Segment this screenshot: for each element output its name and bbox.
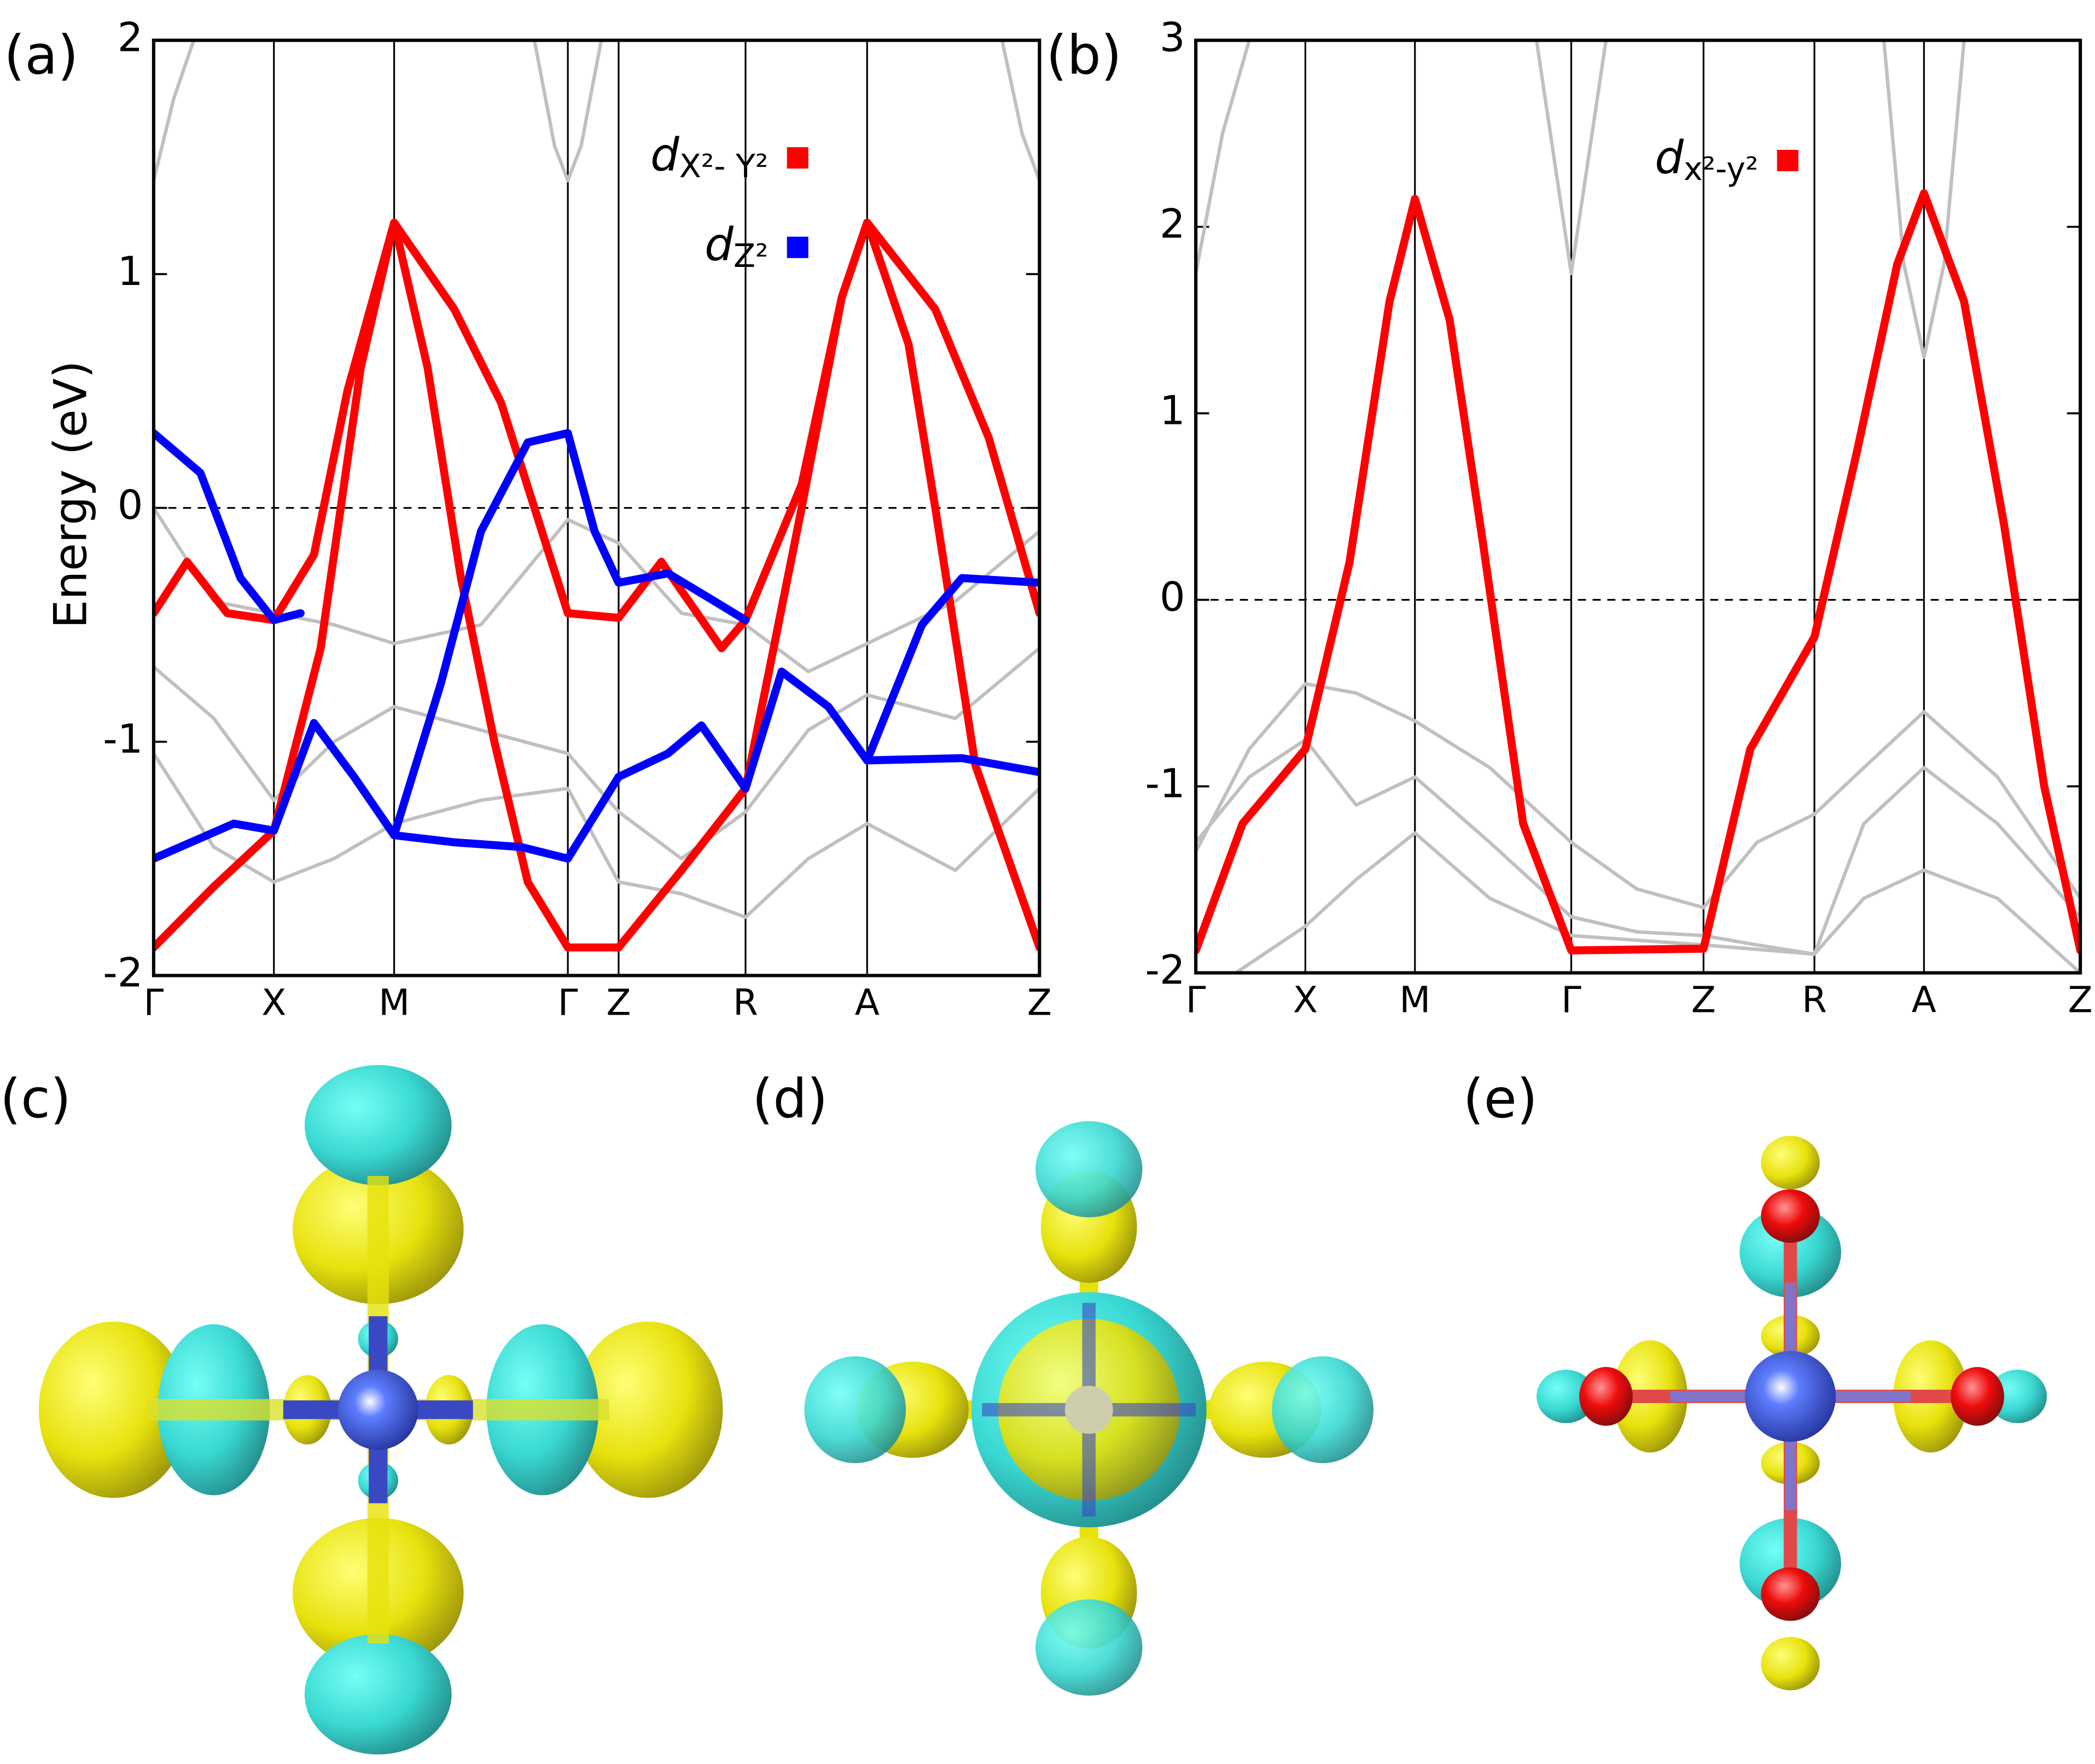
legend-swatch — [787, 147, 808, 169]
orbital-d — [804, 1121, 1374, 1696]
band-line — [1000, 40, 1040, 183]
x-tick-label: A — [855, 981, 880, 1023]
y-tick-label: 0 — [1160, 574, 1185, 621]
x-tick-label: A — [1912, 979, 1936, 1021]
x-tick-label: Γ — [1561, 979, 1581, 1021]
x-tick-label: Γ — [144, 981, 164, 1023]
y-tick-label: -1 — [103, 716, 143, 762]
series-group — [153, 40, 1040, 952]
x-tick-label: Z — [1027, 981, 1052, 1023]
y-tick-label: 0 — [118, 482, 143, 529]
y-tick-label: 1 — [118, 248, 143, 295]
x-tick-label: Γ — [558, 981, 578, 1023]
x-tick-label: Γ — [1186, 979, 1206, 1021]
y-axis-label: Energy (eV) — [44, 360, 97, 628]
band-line — [532, 40, 603, 183]
panel-label: (c) — [0, 1068, 71, 1130]
band-line — [153, 429, 305, 625]
x-tick-label: Z — [606, 981, 631, 1023]
orbital-c — [38, 1065, 723, 1755]
y-tick-label: 1 — [1160, 388, 1185, 434]
panel-label: (b) — [1046, 25, 1122, 87]
band-line — [741, 667, 1040, 793]
x-tick-label: X — [1293, 979, 1318, 1021]
series-group — [1196, 40, 2081, 973]
plot-frame — [1194, 38, 2082, 975]
panel-label: (a) — [4, 25, 78, 87]
y-tick-label: -1 — [1145, 761, 1185, 807]
y-tick-label: 3 — [1160, 15, 1185, 61]
x-tick-label: R — [733, 981, 758, 1023]
band-line — [1196, 738, 2081, 956]
x-tick-label: M — [379, 981, 410, 1023]
x-tick-label: R — [1802, 979, 1827, 1021]
orbital-e — [1536, 1136, 2047, 1691]
band-line — [1196, 40, 1252, 276]
legend-swatch — [1777, 149, 1799, 172]
band-line — [1534, 40, 1608, 276]
band-line — [1196, 682, 2081, 910]
band-line — [153, 752, 1040, 919]
y-tick-label: -2 — [103, 950, 143, 996]
band-line — [1234, 831, 2081, 973]
x-tick-label: Z — [2068, 979, 2093, 1021]
y-tick-label: 2 — [118, 15, 143, 61]
legend-label: dx²-y² — [1655, 131, 1758, 188]
legend-swatch — [787, 236, 808, 258]
panel-label: (e) — [1463, 1068, 1538, 1130]
band-line — [1196, 189, 2081, 954]
panel-label: (d) — [752, 1068, 828, 1130]
band-line — [390, 429, 750, 840]
x-tick-label: Z — [1691, 979, 1716, 1021]
band-line — [1882, 40, 1966, 359]
legend-label: dZ² — [705, 218, 768, 275]
band-line — [153, 646, 1040, 860]
plot-frame — [152, 38, 1041, 977]
band-line — [390, 721, 750, 863]
band-line — [863, 574, 1040, 765]
x-tick-label: X — [261, 981, 286, 1023]
band-line — [153, 218, 1040, 952]
legend-label: dX²- Y² — [650, 129, 768, 185]
band-line — [153, 218, 1040, 653]
band-line — [153, 40, 196, 183]
y-tick-label: -2 — [1145, 947, 1185, 994]
x-tick-label: M — [1399, 979, 1430, 1021]
band-line — [153, 719, 398, 863]
y-tick-label: 2 — [1160, 201, 1185, 248]
